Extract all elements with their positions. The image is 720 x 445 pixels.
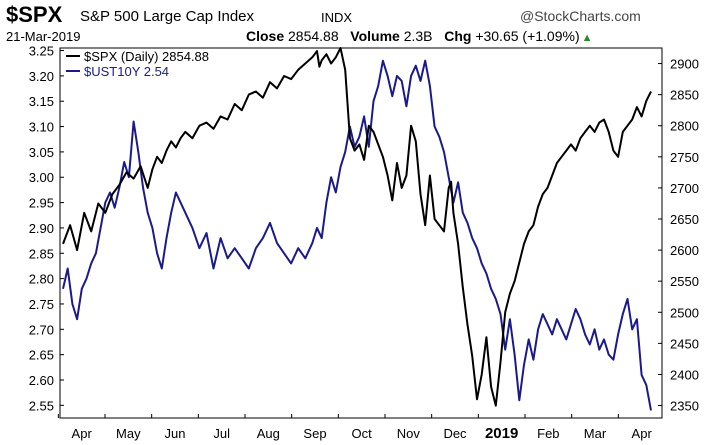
quote-summary: Close 2854.88 Volume 2.3B Chg +30.65 (+1…	[246, 28, 593, 44]
x-tick-label: Feb	[537, 426, 559, 441]
legend-label-ust10y: $UST10Y 2.54	[84, 64, 169, 79]
x-tick-label: Mar	[584, 426, 607, 441]
right-tick-label: 2850	[670, 88, 699, 103]
x-tick-label: Nov	[397, 426, 421, 441]
x-tick-label: Apr	[632, 426, 653, 441]
right-tick-label: 2650	[670, 212, 699, 227]
left-tick-label: 3.05	[29, 145, 54, 160]
right-tick-label: 2400	[670, 367, 699, 382]
legend-label-spx: $SPX (Daily) 2854.88	[84, 49, 209, 64]
chg-value: +30.65 (+1.09%)	[475, 28, 580, 44]
right-tick-label: 2700	[670, 181, 699, 196]
close-value: 2854.88	[288, 28, 339, 44]
right-tick-label: 2550	[670, 274, 699, 289]
right-tick-label: 2450	[670, 336, 699, 351]
left-tick-label: 3.00	[29, 170, 54, 185]
left-tick-label: 2.70	[29, 322, 54, 337]
left-tick-label: 2.80	[29, 272, 54, 287]
right-tick-label: 2600	[670, 243, 699, 258]
x-tick-label: Jul	[213, 426, 230, 441]
x-tick-label: Dec	[443, 426, 467, 441]
plot-frame	[59, 47, 663, 419]
up-arrow-icon: ▲	[581, 32, 593, 44]
x-tick-label: Aug	[257, 426, 280, 441]
chg-label: Chg	[444, 28, 472, 44]
left-tick-label: 3.25	[29, 44, 54, 59]
left-tick-label: 2.60	[29, 373, 54, 388]
left-tick-label: 3.15	[29, 94, 54, 109]
right-tick-label: 2350	[670, 399, 699, 414]
close-label: Close	[246, 28, 285, 44]
x-axis: Apr May Jun Jul Aug Sep Oct Nov Dec 2019 Feb Mar Apr	[57, 414, 653, 442]
right-tick-label: 2800	[670, 119, 699, 134]
left-tick-label: 2.55	[29, 398, 54, 413]
right-tick-label: 2900	[670, 57, 699, 72]
left-tick-label: 2.75	[29, 297, 54, 312]
x-tick-label: Jun	[165, 426, 186, 441]
right-tick-label: 2500	[670, 305, 699, 320]
volume-label: Volume	[350, 28, 400, 44]
volume-value: 2.3B	[403, 28, 433, 44]
left-axis: 3.25 3.20 3.15 3.10 3.05 3.00 2.95 2.90 2.85 2.80…	[29, 44, 64, 413]
series-line-spx	[62, 47, 652, 407]
right-tick-label: 2750	[670, 150, 699, 165]
x-tick-label: May	[116, 426, 141, 441]
right-axis: 2900 2850 2800 2750 2700 2650 2600 2550 2500 2450…	[658, 57, 699, 414]
exchange-label: INDX	[321, 10, 353, 25]
x-tick-label: 2019	[485, 425, 518, 442]
left-tick-label: 2.95	[29, 196, 54, 211]
chart-date: 21-Mar-2019	[6, 29, 81, 44]
index-name: S&P 500 Large Cap Index	[80, 8, 255, 25]
brand-watermark: @StockCharts.com	[520, 8, 641, 24]
left-tick-label: 2.90	[29, 221, 54, 236]
x-tick-label: Oct	[352, 426, 373, 441]
x-tick-label: Apr	[72, 426, 93, 441]
chart-symbol: $SPX	[6, 2, 63, 27]
x-tick-label: Sep	[303, 426, 326, 441]
legend: $SPX (Daily) 2854.88 $UST10Y 2.54	[66, 49, 209, 79]
series-line-ust10y	[62, 59, 652, 411]
left-tick-label: 3.20	[29, 69, 54, 84]
left-tick-label: 2.65	[29, 348, 54, 363]
left-tick-label: 2.85	[29, 246, 54, 261]
left-tick-label: 3.10	[29, 120, 54, 135]
